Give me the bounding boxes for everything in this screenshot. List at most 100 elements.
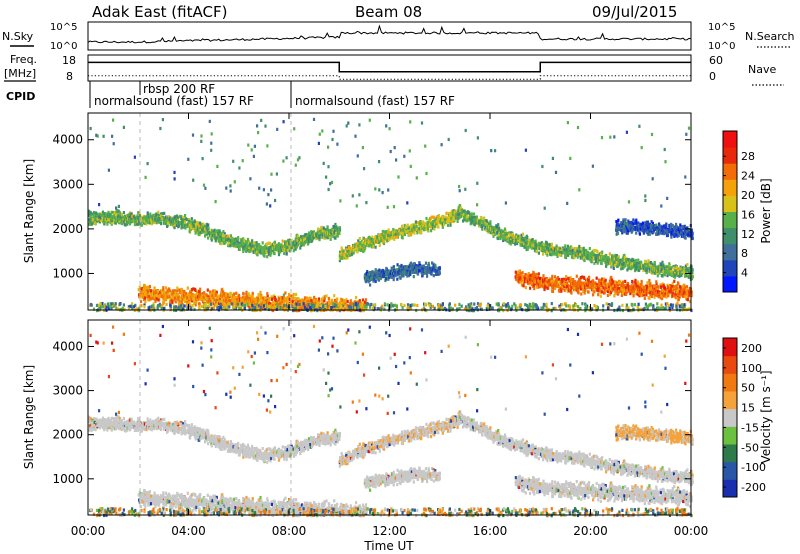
power-cell <box>578 244 581 249</box>
power-cell <box>445 211 448 215</box>
nave-tick-bottom: 0 <box>709 70 716 83</box>
power-cell <box>363 248 366 252</box>
power-cell <box>184 220 187 224</box>
power-cell <box>220 232 223 236</box>
power-cell <box>95 217 98 221</box>
power-cell <box>116 210 119 214</box>
power-cell <box>261 241 264 245</box>
power-cell <box>105 215 108 219</box>
power-cell <box>632 294 635 298</box>
power-cell <box>196 222 199 226</box>
power-cell <box>180 217 183 221</box>
power-cell <box>193 224 196 228</box>
power-cell <box>206 288 209 292</box>
power-cell <box>259 245 262 249</box>
power-cell <box>194 231 197 235</box>
power-cell <box>99 218 102 222</box>
power-cell <box>137 222 140 226</box>
power-cell <box>260 248 264 252</box>
power-cell <box>583 258 586 263</box>
power-cell <box>653 260 656 265</box>
power-cell <box>129 222 132 226</box>
power-cell <box>150 222 153 226</box>
power-cell <box>236 242 239 247</box>
power-cell <box>170 220 173 224</box>
power-cell <box>648 296 651 300</box>
frequency-trace <box>88 61 691 73</box>
power-cell <box>135 217 138 221</box>
power-cell <box>222 239 225 243</box>
power-cell <box>607 256 610 260</box>
power-cell <box>105 213 108 217</box>
power-cell <box>631 279 634 284</box>
power-cell <box>576 255 579 259</box>
power-cell <box>526 247 529 251</box>
power-cell <box>156 217 159 221</box>
power-cell <box>503 227 507 231</box>
power-cell <box>514 242 517 246</box>
power-cell <box>582 281 585 285</box>
power-cell <box>597 293 600 297</box>
power-cell <box>220 242 223 246</box>
power-cell <box>676 286 679 290</box>
power-cell <box>659 285 662 289</box>
power-cell <box>190 217 193 221</box>
power-cell <box>243 238 246 242</box>
power-cell <box>255 249 258 253</box>
power-cell <box>146 220 149 224</box>
power-cell <box>182 290 186 294</box>
power-cell <box>420 231 423 235</box>
power-cell <box>450 219 453 223</box>
power-cell <box>127 220 130 224</box>
power-cell <box>118 217 121 221</box>
power-cell <box>446 223 450 227</box>
power-cell <box>143 216 146 220</box>
power-cell <box>113 215 116 219</box>
power-cell <box>479 215 482 220</box>
power-cell <box>202 228 205 232</box>
power-cell <box>172 221 175 225</box>
power-cell <box>202 222 205 226</box>
power-cell <box>186 224 189 228</box>
power-cell <box>245 245 248 249</box>
power-cell <box>103 212 106 216</box>
power-cell <box>163 211 166 215</box>
power-cell <box>415 224 418 228</box>
power-cell <box>623 289 626 293</box>
power-cell <box>154 217 157 221</box>
power-cell <box>179 221 182 225</box>
power-cell <box>135 221 139 225</box>
power-cell <box>95 212 99 216</box>
power-cell <box>253 243 257 247</box>
power-cell <box>123 222 126 227</box>
power-cell <box>155 212 158 216</box>
power-cell <box>258 247 261 251</box>
power-cell <box>138 214 142 218</box>
power-cell <box>160 222 163 226</box>
power-cell <box>136 220 139 224</box>
power-cell <box>489 220 492 224</box>
power-cell <box>188 229 191 233</box>
power-cell <box>112 216 115 220</box>
power-cell <box>114 215 117 219</box>
power-cell <box>107 218 110 222</box>
power-cell <box>361 240 364 244</box>
power-cell <box>107 210 110 214</box>
power-cell <box>242 246 246 250</box>
power-cell <box>595 276 598 280</box>
power-cell <box>237 237 240 241</box>
power-cell <box>91 218 95 222</box>
power-cell <box>414 220 417 224</box>
power-cell <box>559 253 562 257</box>
power-cell <box>552 246 555 250</box>
power-cell <box>527 238 530 242</box>
power-cell <box>483 216 486 220</box>
power-cell <box>215 231 218 236</box>
power-cell <box>565 275 568 279</box>
power-cell <box>181 225 184 229</box>
power-cell <box>224 237 227 241</box>
power-cell <box>215 236 218 240</box>
power-cell <box>231 238 234 242</box>
power-cell <box>580 247 583 251</box>
